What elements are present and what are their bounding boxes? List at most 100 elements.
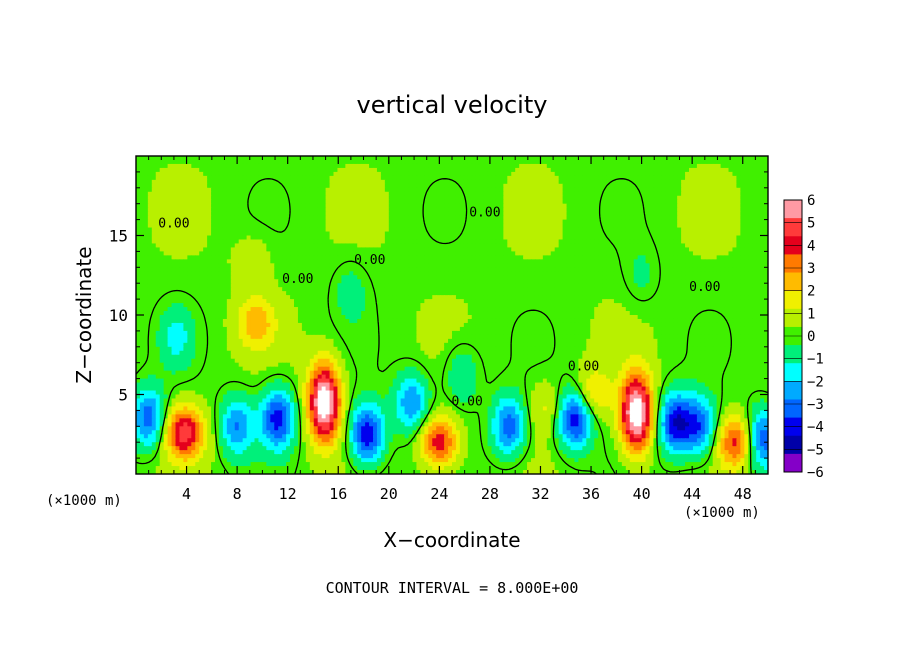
heatmap-cell xyxy=(582,223,587,229)
heatmap-cell xyxy=(242,187,248,193)
heatmap-cell xyxy=(175,259,181,264)
heatmap-cell xyxy=(230,247,236,253)
heatmap-cell xyxy=(380,219,386,225)
heatmap-cell xyxy=(203,275,208,280)
heatmap-cell xyxy=(246,251,252,256)
heatmap-cell xyxy=(384,187,390,193)
heatmap-cell xyxy=(637,263,643,268)
heatmap-cell xyxy=(621,239,627,245)
heatmap-cell xyxy=(365,175,370,181)
heatmap-cell xyxy=(380,239,386,245)
heatmap-cell xyxy=(752,203,757,209)
heatmap-cell xyxy=(211,223,216,229)
heatmap-cell xyxy=(191,211,196,217)
heatmap-cell xyxy=(175,167,181,173)
heatmap-cell xyxy=(136,199,141,205)
heatmap-cell xyxy=(163,223,169,229)
heatmap-cell xyxy=(392,171,398,177)
heatmap-cell xyxy=(554,231,560,237)
heatmap-cell xyxy=(653,259,658,264)
heatmap-cell xyxy=(483,156,489,161)
heatmap-cell xyxy=(337,163,342,169)
heatmap-cell xyxy=(467,183,473,189)
heatmap-cell xyxy=(459,271,465,276)
heatmap-cell xyxy=(183,199,188,205)
heatmap-cell xyxy=(151,175,157,181)
heatmap-cell xyxy=(195,156,200,161)
heatmap-cell xyxy=(740,243,745,249)
heatmap-cell xyxy=(760,259,765,264)
heatmap-cell xyxy=(373,175,378,181)
heatmap-cell xyxy=(309,219,315,225)
heatmap-cell xyxy=(720,167,726,173)
heatmap-cell xyxy=(637,255,643,260)
heatmap-cell xyxy=(653,267,658,272)
heatmap-cell xyxy=(696,259,702,264)
heatmap-cell xyxy=(732,259,737,264)
heatmap-cell xyxy=(400,195,406,201)
heatmap-cell xyxy=(696,203,702,209)
heatmap-cell xyxy=(226,203,232,209)
heatmap-cell xyxy=(167,167,173,173)
heatmap-cell xyxy=(455,179,461,185)
heatmap-cell xyxy=(424,171,429,177)
heatmap-cell xyxy=(673,267,678,272)
heatmap-cell xyxy=(483,231,489,237)
heatmap-cell xyxy=(590,235,595,241)
heatmap-cell xyxy=(380,203,386,209)
heatmap-cell xyxy=(345,267,350,272)
heatmap-cell xyxy=(554,255,560,260)
heatmap-cell xyxy=(361,199,366,205)
heatmap-cell xyxy=(230,167,236,173)
heatmap-cell xyxy=(633,175,639,181)
heatmap-cell xyxy=(357,203,362,209)
heatmap-cell xyxy=(448,223,453,229)
heatmap-cell xyxy=(440,259,445,264)
heatmap-cell xyxy=(736,175,741,181)
heatmap-cell xyxy=(266,231,271,237)
heatmap-cell xyxy=(222,239,228,245)
heatmap-cell xyxy=(215,215,220,221)
heatmap-cell xyxy=(542,207,548,213)
heatmap-cell xyxy=(602,267,607,272)
heatmap-cell xyxy=(483,227,489,233)
heatmap-cell xyxy=(637,159,643,165)
heatmap-cell xyxy=(218,263,224,268)
heatmap-cell xyxy=(262,171,267,177)
heatmap-cell xyxy=(151,163,157,169)
heatmap-cell xyxy=(428,243,433,249)
heatmap-cell xyxy=(357,239,362,245)
heatmap-cell xyxy=(649,163,655,169)
heatmap-cell xyxy=(432,239,437,245)
heatmap-cell xyxy=(519,259,524,264)
heatmap-cell xyxy=(511,156,516,161)
heatmap-cell xyxy=(286,267,291,272)
heatmap-cell xyxy=(546,223,552,229)
heatmap-cell xyxy=(617,235,623,241)
heatmap-cell xyxy=(511,163,516,169)
heatmap-cell xyxy=(590,259,595,264)
heatmap-cell xyxy=(440,239,445,245)
heatmap-cell xyxy=(297,271,303,276)
heatmap-cell xyxy=(337,223,342,229)
heatmap-cell xyxy=(546,251,552,256)
heatmap-cell xyxy=(203,167,208,173)
heatmap-cell xyxy=(436,259,441,264)
heatmap-cell xyxy=(420,227,425,233)
heatmap-cell xyxy=(606,271,611,276)
heatmap-cell xyxy=(696,179,702,185)
heatmap-cell xyxy=(139,259,145,264)
heatmap-cell xyxy=(637,267,643,272)
heatmap-cell xyxy=(167,251,173,256)
heatmap-cell xyxy=(590,247,595,253)
heatmap-cell xyxy=(396,159,402,165)
heatmap-cell xyxy=(167,183,173,189)
heatmap-cell xyxy=(163,231,169,237)
heatmap-cell xyxy=(163,159,169,165)
heatmap-cell xyxy=(325,271,331,276)
heatmap-cell xyxy=(617,191,623,197)
heatmap-cell xyxy=(226,191,232,197)
heatmap-cell xyxy=(744,271,749,276)
heatmap-cell xyxy=(258,199,263,205)
heatmap-cell xyxy=(503,259,508,264)
